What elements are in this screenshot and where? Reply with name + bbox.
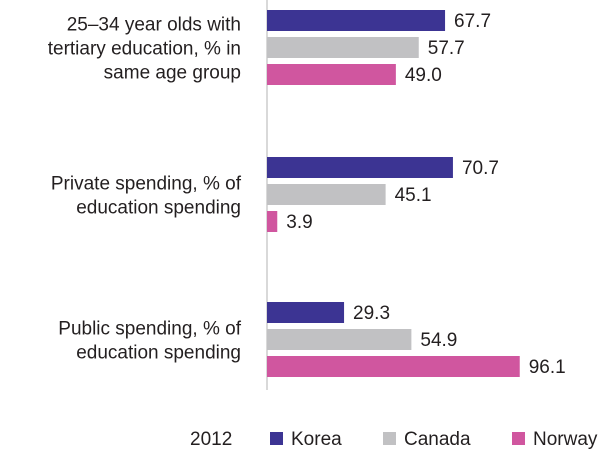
value-label-norway-1: 3.9	[286, 212, 312, 233]
value-label-korea-2: 29.3	[353, 303, 390, 324]
category-label-0-line-2: same age group	[104, 63, 241, 84]
category-label-1-line-1: education spending	[76, 198, 241, 219]
category-label-1-line-0: Private spending, % of	[51, 174, 242, 195]
value-label-canada-0: 57.7	[428, 38, 465, 59]
value-label-norway-0: 49.0	[405, 65, 442, 86]
value-label-norway-2: 96.1	[529, 357, 566, 378]
legend-label-norway: Norway	[533, 429, 598, 450]
bar-norway-2	[267, 356, 520, 377]
legend-swatch-canada	[383, 432, 396, 445]
bar-korea-0	[267, 10, 446, 31]
legend: 2012 Korea Canada Norway	[0, 429, 615, 455]
value-label-canada-2: 54.9	[420, 330, 457, 351]
legend-year: 2012	[190, 429, 233, 450]
bar-korea-2	[267, 302, 345, 323]
bar-canada-2	[267, 329, 412, 350]
value-label-korea-1: 70.7	[462, 158, 499, 179]
value-label-korea-0: 67.7	[454, 11, 491, 32]
bar-canada-0	[267, 37, 419, 58]
category-label-0-line-0: 25–34 year olds with	[67, 15, 241, 36]
legend-label-korea: Korea	[291, 429, 342, 450]
category-label-0-line-1: tertiary education, % in	[48, 39, 241, 60]
bar-norway-1	[267, 211, 278, 232]
legend-item-korea: Korea	[270, 429, 342, 451]
legend-swatch-korea	[270, 432, 283, 445]
value-label-canada-1: 45.1	[395, 185, 432, 206]
bar-chart: 67.7 57.7 49.0 25–34 year olds with tertiary…	[48, 0, 566, 390]
legend-item-norway: Norway	[512, 429, 597, 451]
legend-label-canada: Canada	[404, 429, 471, 450]
category-label-2-line-1: education spending	[76, 343, 241, 364]
bar-norway-0	[267, 64, 396, 85]
bar-korea-1	[267, 157, 453, 178]
legend-swatch-norway	[512, 432, 525, 445]
legend-item-canada: Canada	[383, 429, 471, 451]
category-label-2-line-0: Public spending, % of	[58, 319, 241, 340]
bar-canada-1	[267, 184, 386, 205]
